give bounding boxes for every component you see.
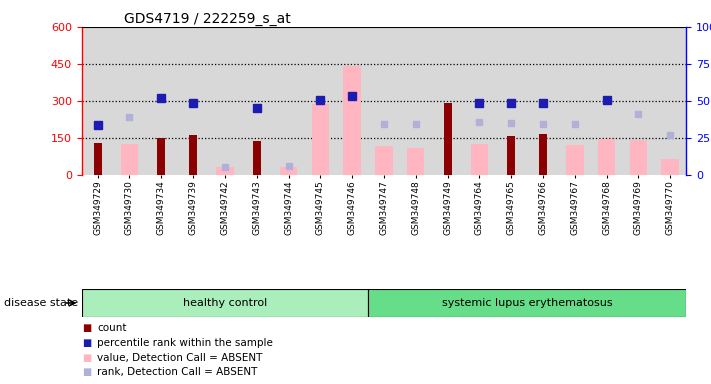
Bar: [241, 27, 272, 175]
Text: rank, Detection Call = ABSENT: rank, Detection Call = ABSENT: [97, 367, 258, 377]
Bar: [94, 143, 102, 175]
Bar: [343, 66, 361, 175]
Text: ■: ■: [82, 338, 91, 348]
Text: systemic lupus erythematosus: systemic lupus erythematosus: [442, 298, 612, 308]
Text: healthy control: healthy control: [183, 298, 267, 308]
Bar: [471, 144, 488, 175]
Bar: [157, 138, 165, 175]
Bar: [464, 27, 496, 175]
Text: ■: ■: [82, 367, 91, 377]
Bar: [539, 134, 547, 175]
Bar: [623, 27, 654, 175]
Bar: [121, 144, 138, 175]
Text: ■: ■: [82, 353, 91, 362]
Bar: [82, 289, 368, 317]
Bar: [400, 27, 432, 175]
Bar: [559, 27, 591, 175]
Bar: [209, 27, 241, 175]
Text: disease state: disease state: [4, 298, 77, 308]
Bar: [630, 140, 647, 175]
Bar: [252, 141, 261, 175]
Text: GDS4719 / 222259_s_at: GDS4719 / 222259_s_at: [124, 12, 292, 25]
Bar: [336, 27, 368, 175]
Bar: [654, 27, 686, 175]
Bar: [279, 167, 297, 175]
Bar: [311, 104, 329, 175]
Bar: [496, 27, 527, 175]
Bar: [145, 27, 177, 175]
Bar: [444, 103, 451, 175]
Bar: [527, 27, 559, 175]
Bar: [82, 27, 114, 175]
Bar: [661, 159, 679, 175]
Bar: [566, 145, 584, 175]
Bar: [304, 27, 336, 175]
Text: count: count: [97, 323, 127, 333]
Bar: [407, 147, 424, 175]
Bar: [591, 27, 623, 175]
Bar: [114, 27, 145, 175]
Bar: [507, 136, 515, 175]
Bar: [368, 27, 400, 175]
Text: value, Detection Call = ABSENT: value, Detection Call = ABSENT: [97, 353, 263, 362]
Bar: [598, 139, 615, 175]
Text: ■: ■: [82, 323, 91, 333]
Bar: [177, 27, 209, 175]
Bar: [272, 27, 304, 175]
Bar: [375, 146, 392, 175]
Bar: [368, 289, 686, 317]
Bar: [189, 135, 197, 175]
Bar: [432, 27, 464, 175]
Bar: [216, 167, 234, 175]
Text: percentile rank within the sample: percentile rank within the sample: [97, 338, 273, 348]
